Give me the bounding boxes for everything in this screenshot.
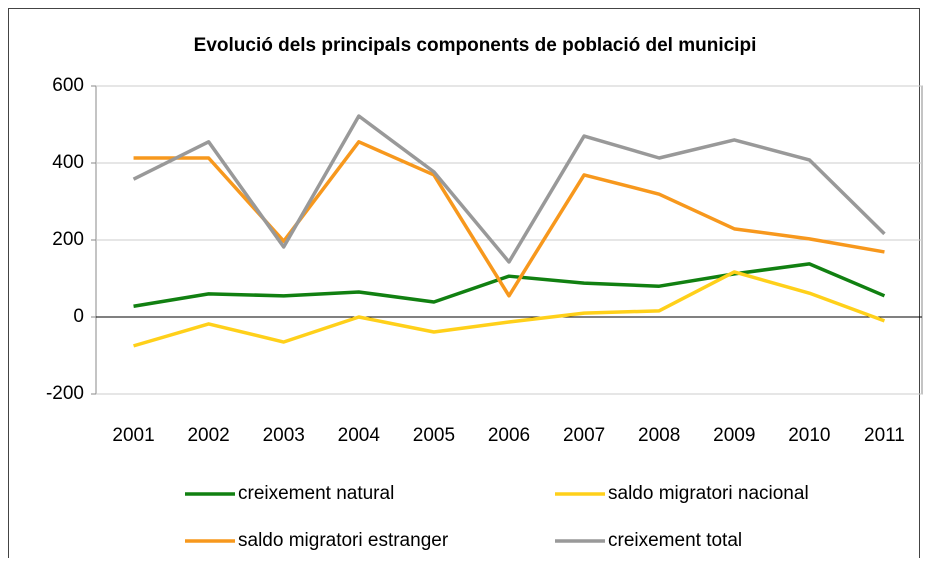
x-tick-label: 2007 [563, 425, 605, 446]
legend-label: creixement natural [238, 483, 394, 504]
legend-label: saldo migratori nacional [608, 483, 809, 504]
x-tick-label: 2010 [788, 425, 830, 446]
y-tick-label: 0 [73, 306, 84, 327]
y-tick-label: 200 [52, 229, 84, 250]
x-tick-label: 2011 [864, 425, 905, 446]
x-tick-label: 2006 [488, 425, 530, 446]
x-tick-label: 2003 [263, 425, 305, 446]
series-line [133, 262, 886, 308]
y-tick-label: 600 [52, 75, 84, 96]
chart-frame [8, 8, 920, 563]
x-tick-label: 2004 [338, 425, 381, 446]
y-tick-label: 400 [52, 152, 84, 173]
legend-label: creixement total [608, 530, 742, 551]
x-tick-label: 2002 [187, 425, 229, 446]
x-tick-label: 2001 [112, 425, 154, 446]
x-tick-label: 2008 [638, 425, 680, 446]
chart-title: Evolució dels principals components de p… [194, 35, 757, 56]
series-line [132, 114, 886, 264]
x-tick-label: 2009 [713, 425, 755, 446]
x-tick-label: 2005 [413, 425, 455, 446]
series-line [133, 270, 886, 348]
legend-label: saldo migratori estranger [238, 530, 449, 551]
y-tick-label: -200 [46, 383, 84, 404]
